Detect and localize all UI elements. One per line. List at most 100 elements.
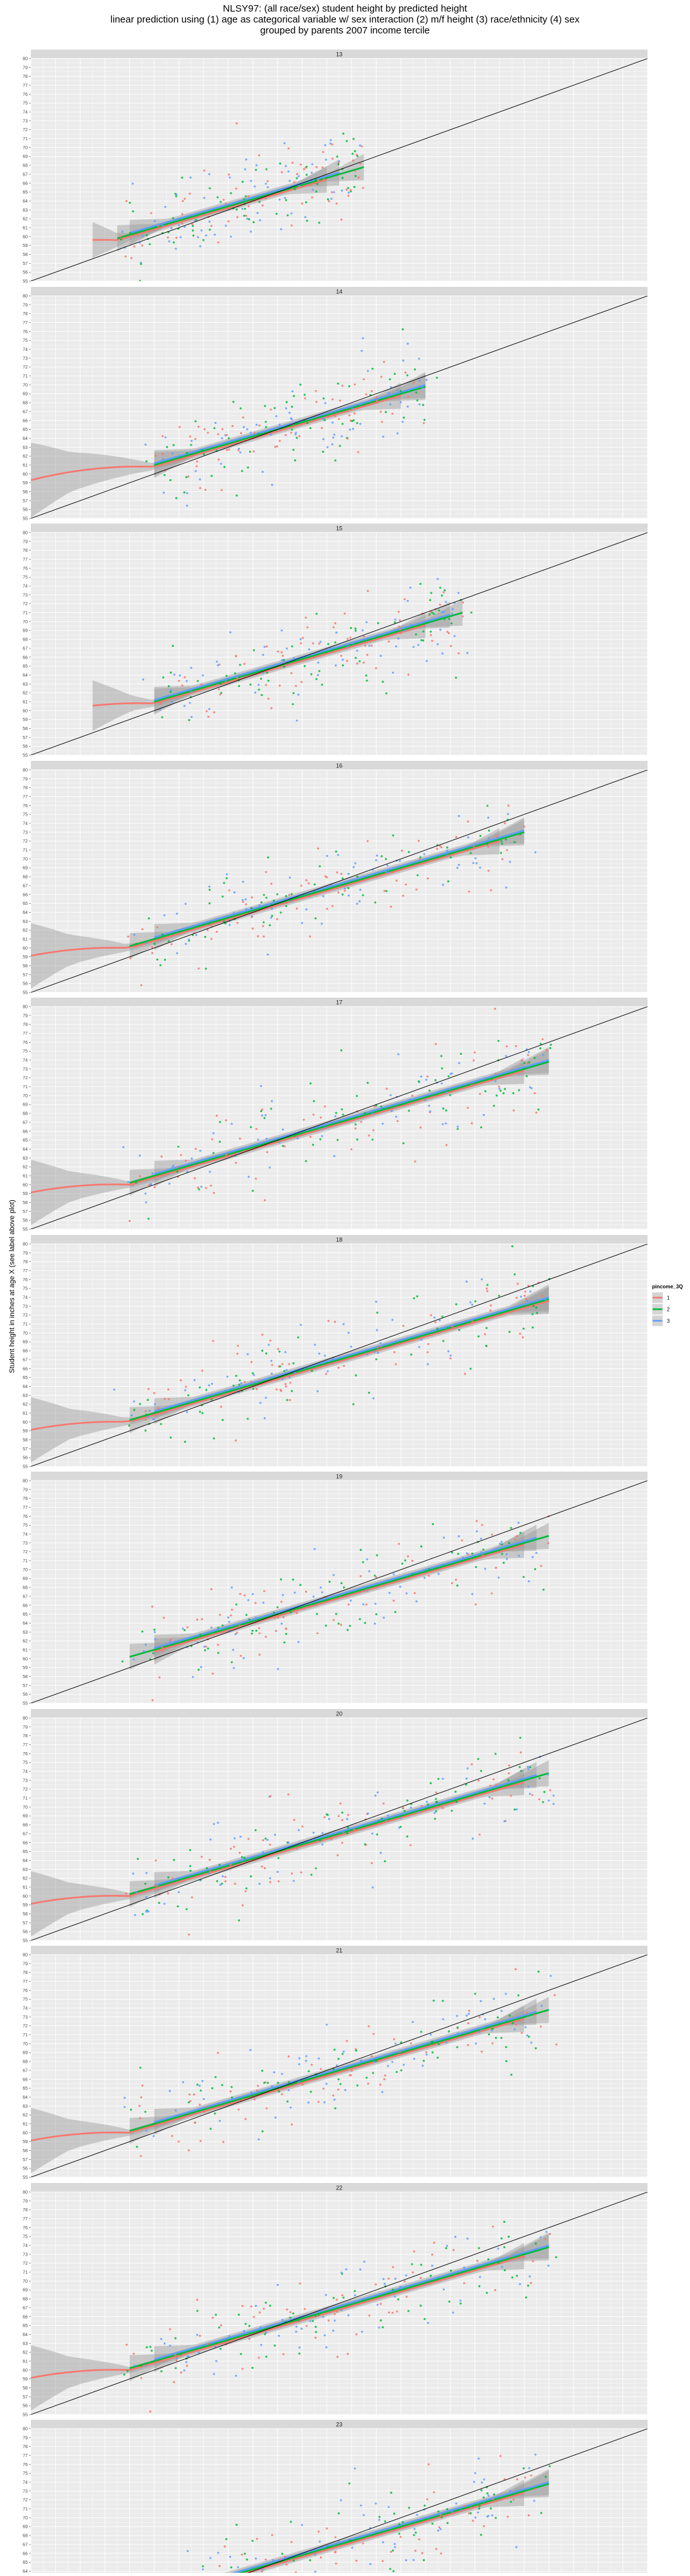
data-point <box>402 1324 405 1327</box>
data-point <box>446 2522 449 2525</box>
data-point <box>224 1876 227 1878</box>
data-point <box>263 893 265 896</box>
data-point <box>422 2065 424 2067</box>
data-point <box>346 1818 348 1820</box>
data-point <box>150 212 153 214</box>
data-point <box>281 655 284 657</box>
data-point <box>528 1086 532 1088</box>
data-point <box>315 678 318 681</box>
data-point <box>295 437 298 439</box>
data-point <box>429 1110 431 1113</box>
data-point <box>239 2353 242 2355</box>
data-point <box>534 2014 536 2016</box>
data-point <box>442 1123 444 1126</box>
data-point <box>266 856 270 859</box>
data-point <box>120 238 122 241</box>
data-point <box>458 1329 461 1331</box>
data-point <box>214 233 216 236</box>
data-point <box>140 2155 142 2157</box>
y-tick-label: 72 <box>23 2024 28 2029</box>
data-point <box>485 2292 489 2294</box>
smooth-line-3 <box>154 1059 550 1175</box>
data-point <box>178 426 181 428</box>
data-point <box>472 1059 475 1062</box>
data-point <box>312 642 314 644</box>
smooth-line-2 <box>129 1298 550 1421</box>
data-point <box>185 2361 188 2363</box>
data-point <box>312 1831 315 1834</box>
data-point <box>324 1126 326 1129</box>
data-point <box>165 446 169 448</box>
data-point <box>426 1075 429 1078</box>
y-tick-label: 58 <box>23 964 28 969</box>
data-point <box>467 820 469 823</box>
y-tick-label: 78 <box>23 1497 28 1501</box>
y-tick-label: 56 <box>23 2404 28 2409</box>
data-point <box>500 1540 503 1543</box>
y-tick-label: 56 <box>23 982 28 987</box>
data-point <box>500 2010 503 2013</box>
data-point <box>203 2110 205 2113</box>
data-point <box>288 1376 291 1378</box>
data-point <box>272 2559 274 2561</box>
y-tick-label: 74 <box>23 348 28 352</box>
data-point <box>534 2453 537 2456</box>
data-point <box>382 2326 384 2328</box>
data-point <box>322 450 324 453</box>
data-point <box>527 2285 530 2287</box>
y-tick-labels: 5556575859606162636465666768697071727374… <box>23 1005 31 1232</box>
data-point <box>344 612 346 615</box>
data-point <box>169 479 172 482</box>
data-point <box>318 221 321 224</box>
data-point <box>420 2263 422 2266</box>
data-point <box>183 491 185 494</box>
data-point <box>454 677 458 679</box>
y-tick-label: 77 <box>23 1506 28 1510</box>
data-point <box>490 1533 494 1536</box>
data-point <box>296 1609 299 1611</box>
data-point <box>359 1549 362 1551</box>
data-point <box>219 682 222 685</box>
y-tick-label: 72 <box>23 1076 28 1081</box>
data-point <box>223 882 225 884</box>
data-point <box>552 1795 555 1797</box>
data-point <box>333 2313 336 2316</box>
data-point <box>351 428 355 430</box>
data-point <box>266 180 269 183</box>
data-point <box>304 397 306 399</box>
y-tick-label: 55 <box>23 754 28 758</box>
data-point <box>251 2539 254 2542</box>
data-point <box>315 2331 317 2334</box>
data-point <box>436 1328 439 1330</box>
data-point <box>172 241 175 244</box>
data-point <box>160 2370 163 2373</box>
data-point <box>355 2049 358 2052</box>
data-point <box>160 1423 162 1425</box>
data-point <box>340 218 343 221</box>
data-point <box>439 603 442 606</box>
y-tick-label: 77 <box>23 1269 28 1274</box>
data-point <box>526 1063 528 1065</box>
data-point <box>332 2330 335 2332</box>
y-tick-label: 63 <box>23 682 28 687</box>
chart-title-line-3: grouped by parents 2007 income tercile <box>260 25 430 36</box>
data-point <box>431 2523 434 2525</box>
data-point <box>527 2514 530 2517</box>
data-point <box>169 2090 171 2092</box>
data-point <box>169 1639 172 1641</box>
data-point <box>174 2353 177 2356</box>
data-point <box>280 1389 283 1393</box>
y-tick-label: 63 <box>23 2105 28 2109</box>
data-point <box>413 2534 415 2536</box>
data-point <box>245 195 247 197</box>
data-point <box>190 444 192 446</box>
data-point <box>356 902 359 905</box>
data-point <box>409 587 412 589</box>
y-tick-label: 60 <box>23 709 28 713</box>
data-point <box>324 1355 326 1357</box>
data-point <box>555 2043 557 2046</box>
data-point <box>281 2072 283 2075</box>
data-point <box>336 871 339 873</box>
data-point <box>265 1137 268 1140</box>
data-point <box>482 1548 485 1551</box>
